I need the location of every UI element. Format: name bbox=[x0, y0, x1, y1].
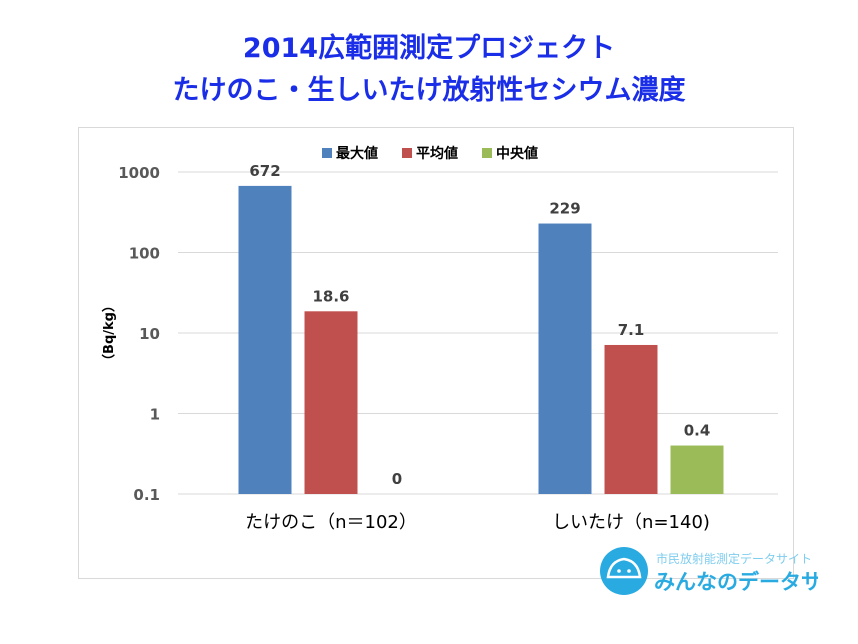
legend-label: 最大値 bbox=[336, 145, 378, 162]
y-tick-label: 1 bbox=[150, 406, 160, 424]
data-label: 7.1 bbox=[618, 321, 645, 339]
y-tick-label: 1000 bbox=[118, 164, 160, 182]
data-label: 672 bbox=[249, 162, 280, 180]
legend-swatch bbox=[402, 148, 412, 158]
x-tick-label: しいたけ（n=140) bbox=[552, 512, 710, 533]
bar bbox=[670, 445, 724, 494]
logo-subtitle: 市民放射能測定データサイト bbox=[656, 551, 812, 566]
bar bbox=[604, 344, 658, 494]
y-tick-label: 0.1 bbox=[133, 486, 160, 504]
bar bbox=[304, 311, 358, 494]
logo-name: みんなのデータサイト bbox=[654, 570, 818, 594]
legend-label: 中央値 bbox=[496, 145, 538, 162]
data-label: 0 bbox=[392, 470, 402, 488]
legend-swatch bbox=[322, 148, 332, 158]
title-line-1: 2014広範囲測定プロジェクト bbox=[242, 33, 616, 64]
x-tick-label: たけのこ（n＝102） bbox=[245, 512, 417, 533]
legend-label: 平均値 bbox=[416, 145, 458, 162]
chart-title: 2014広範囲測定プロジェクト たけのこ・生しいたけ放射性セシウム濃度 bbox=[0, 28, 858, 112]
legend-swatch bbox=[482, 148, 492, 158]
chart-frame bbox=[78, 127, 794, 579]
bar bbox=[538, 223, 592, 494]
data-label: 0.4 bbox=[684, 422, 711, 440]
data-label: 18.6 bbox=[312, 287, 349, 305]
y-tick-label: 10 bbox=[139, 325, 160, 343]
logo: 市民放射能測定データサイト みんなのデータサイト bbox=[598, 545, 818, 597]
logo-icon: 市民放射能測定データサイト みんなのデータサイト bbox=[600, 547, 818, 595]
bar bbox=[238, 185, 292, 494]
y-axis-label: （Bq/kg） bbox=[101, 299, 117, 367]
y-tick-label: 100 bbox=[129, 245, 160, 263]
title-line-2: たけのこ・生しいたけ放射性セシウム濃度 bbox=[172, 75, 686, 106]
data-label: 229 bbox=[549, 200, 580, 218]
